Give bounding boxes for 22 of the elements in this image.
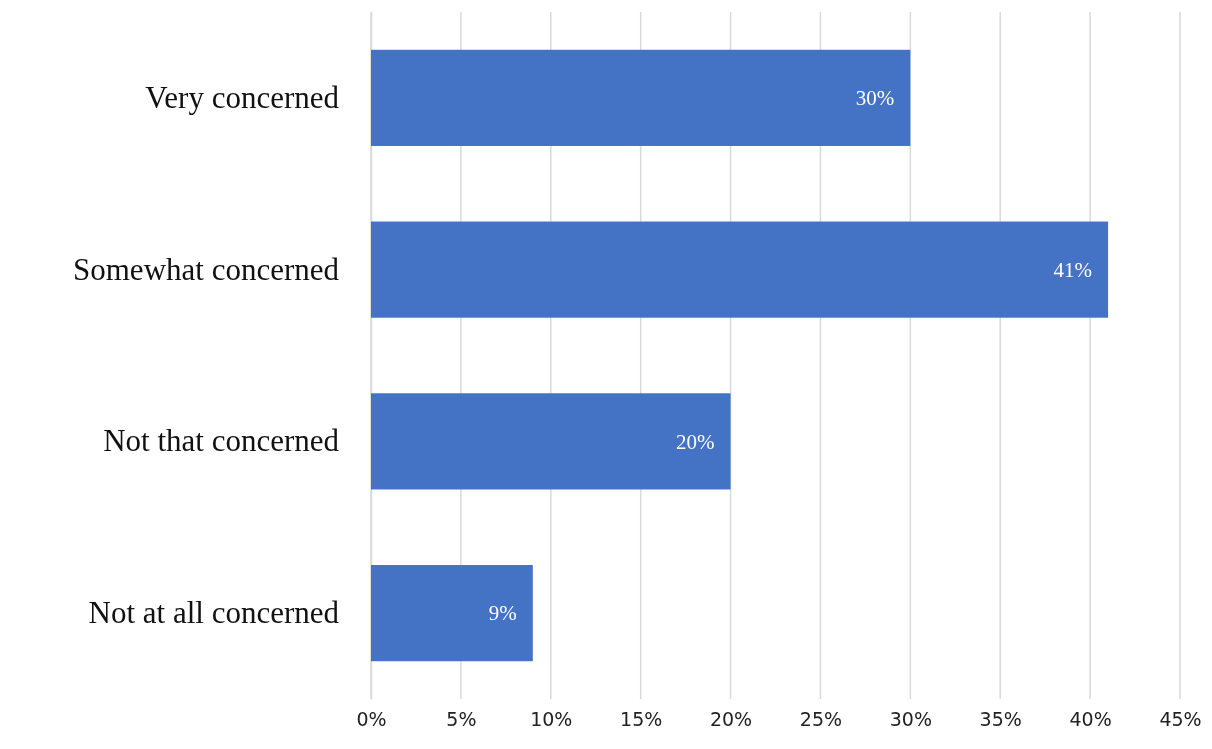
bar bbox=[371, 49, 911, 146]
bar bbox=[371, 393, 731, 490]
x-tick-label: 45% bbox=[1159, 708, 1202, 731]
bar bbox=[371, 565, 533, 662]
x-tick-label: 25% bbox=[799, 708, 843, 731]
data-label: 9% bbox=[488, 601, 517, 626]
x-tick-label: 20% bbox=[709, 708, 753, 731]
data-label: 30% bbox=[855, 86, 895, 111]
x-tick-label: 40% bbox=[1069, 708, 1112, 731]
x-tick-label: 5% bbox=[446, 708, 477, 731]
y-tick-label: Not at all concerned bbox=[88, 595, 340, 631]
x-tick-label: 30% bbox=[889, 708, 932, 731]
data-label: 20% bbox=[676, 429, 715, 454]
x-tick-label: 15% bbox=[620, 708, 663, 731]
x-tick-label: 10% bbox=[530, 708, 573, 731]
x-tick-label: 35% bbox=[979, 708, 1022, 731]
y-tick-label: Somewhat concerned bbox=[73, 251, 340, 287]
x-tick-label: 0% bbox=[356, 708, 387, 731]
y-tick-label: Very concerned bbox=[145, 79, 340, 115]
data-label: 41% bbox=[1053, 257, 1093, 282]
bar bbox=[371, 221, 1109, 318]
y-tick-label: Not that concerned bbox=[103, 423, 340, 459]
